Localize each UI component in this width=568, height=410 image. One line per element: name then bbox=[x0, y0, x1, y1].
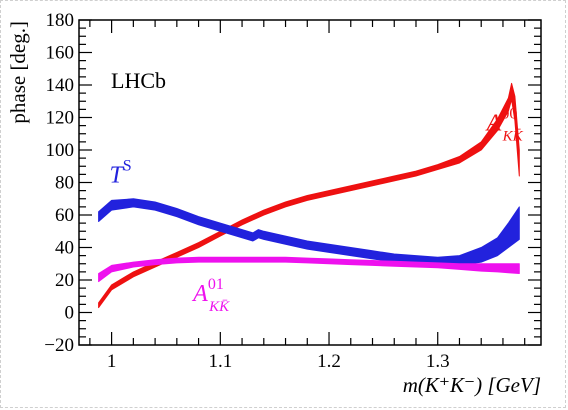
experiment-label: LHCb bbox=[111, 68, 166, 93]
y-tick-label: 180 bbox=[46, 10, 75, 31]
series-band-2 bbox=[98, 256, 520, 283]
y-tick-label: 0 bbox=[65, 303, 75, 324]
series-band-1 bbox=[98, 198, 520, 266]
x-axis-title: m(K⁺K⁻) [GeV] bbox=[403, 373, 541, 397]
x-tick-label: 1.2 bbox=[317, 351, 341, 372]
y-tick-label: 160 bbox=[46, 43, 75, 64]
x-tick-label: 1 bbox=[107, 351, 117, 372]
x-tick-label: 1.1 bbox=[208, 351, 232, 372]
series-bands bbox=[98, 82, 520, 309]
series-label-2: A01 KK̄ bbox=[191, 276, 230, 315]
y-tick-label: 20 bbox=[55, 270, 74, 291]
y-tick-label: 140 bbox=[46, 75, 75, 96]
y-tick-label: −20 bbox=[44, 335, 74, 356]
y-tick-label: 80 bbox=[55, 173, 74, 194]
series-label-1: TS bbox=[109, 158, 131, 189]
chart-labels: −20 0 20 40 60 80 100 120 140 160 180 1 1.1 1.2 1.3 pha… bbox=[6, 10, 541, 397]
y-axis-title: phase [deg.] bbox=[6, 21, 30, 124]
y-tick-label: 60 bbox=[55, 205, 74, 226]
x-tick-label: 1.3 bbox=[426, 351, 450, 372]
y-tick-label: 120 bbox=[46, 108, 75, 129]
series-label-0: A00 KK̄ bbox=[485, 106, 524, 145]
y-tick-label: 100 bbox=[46, 140, 75, 161]
axis-ticks bbox=[79, 19, 541, 346]
series-band-0 bbox=[98, 82, 520, 309]
y-tick-label: 40 bbox=[55, 238, 74, 259]
